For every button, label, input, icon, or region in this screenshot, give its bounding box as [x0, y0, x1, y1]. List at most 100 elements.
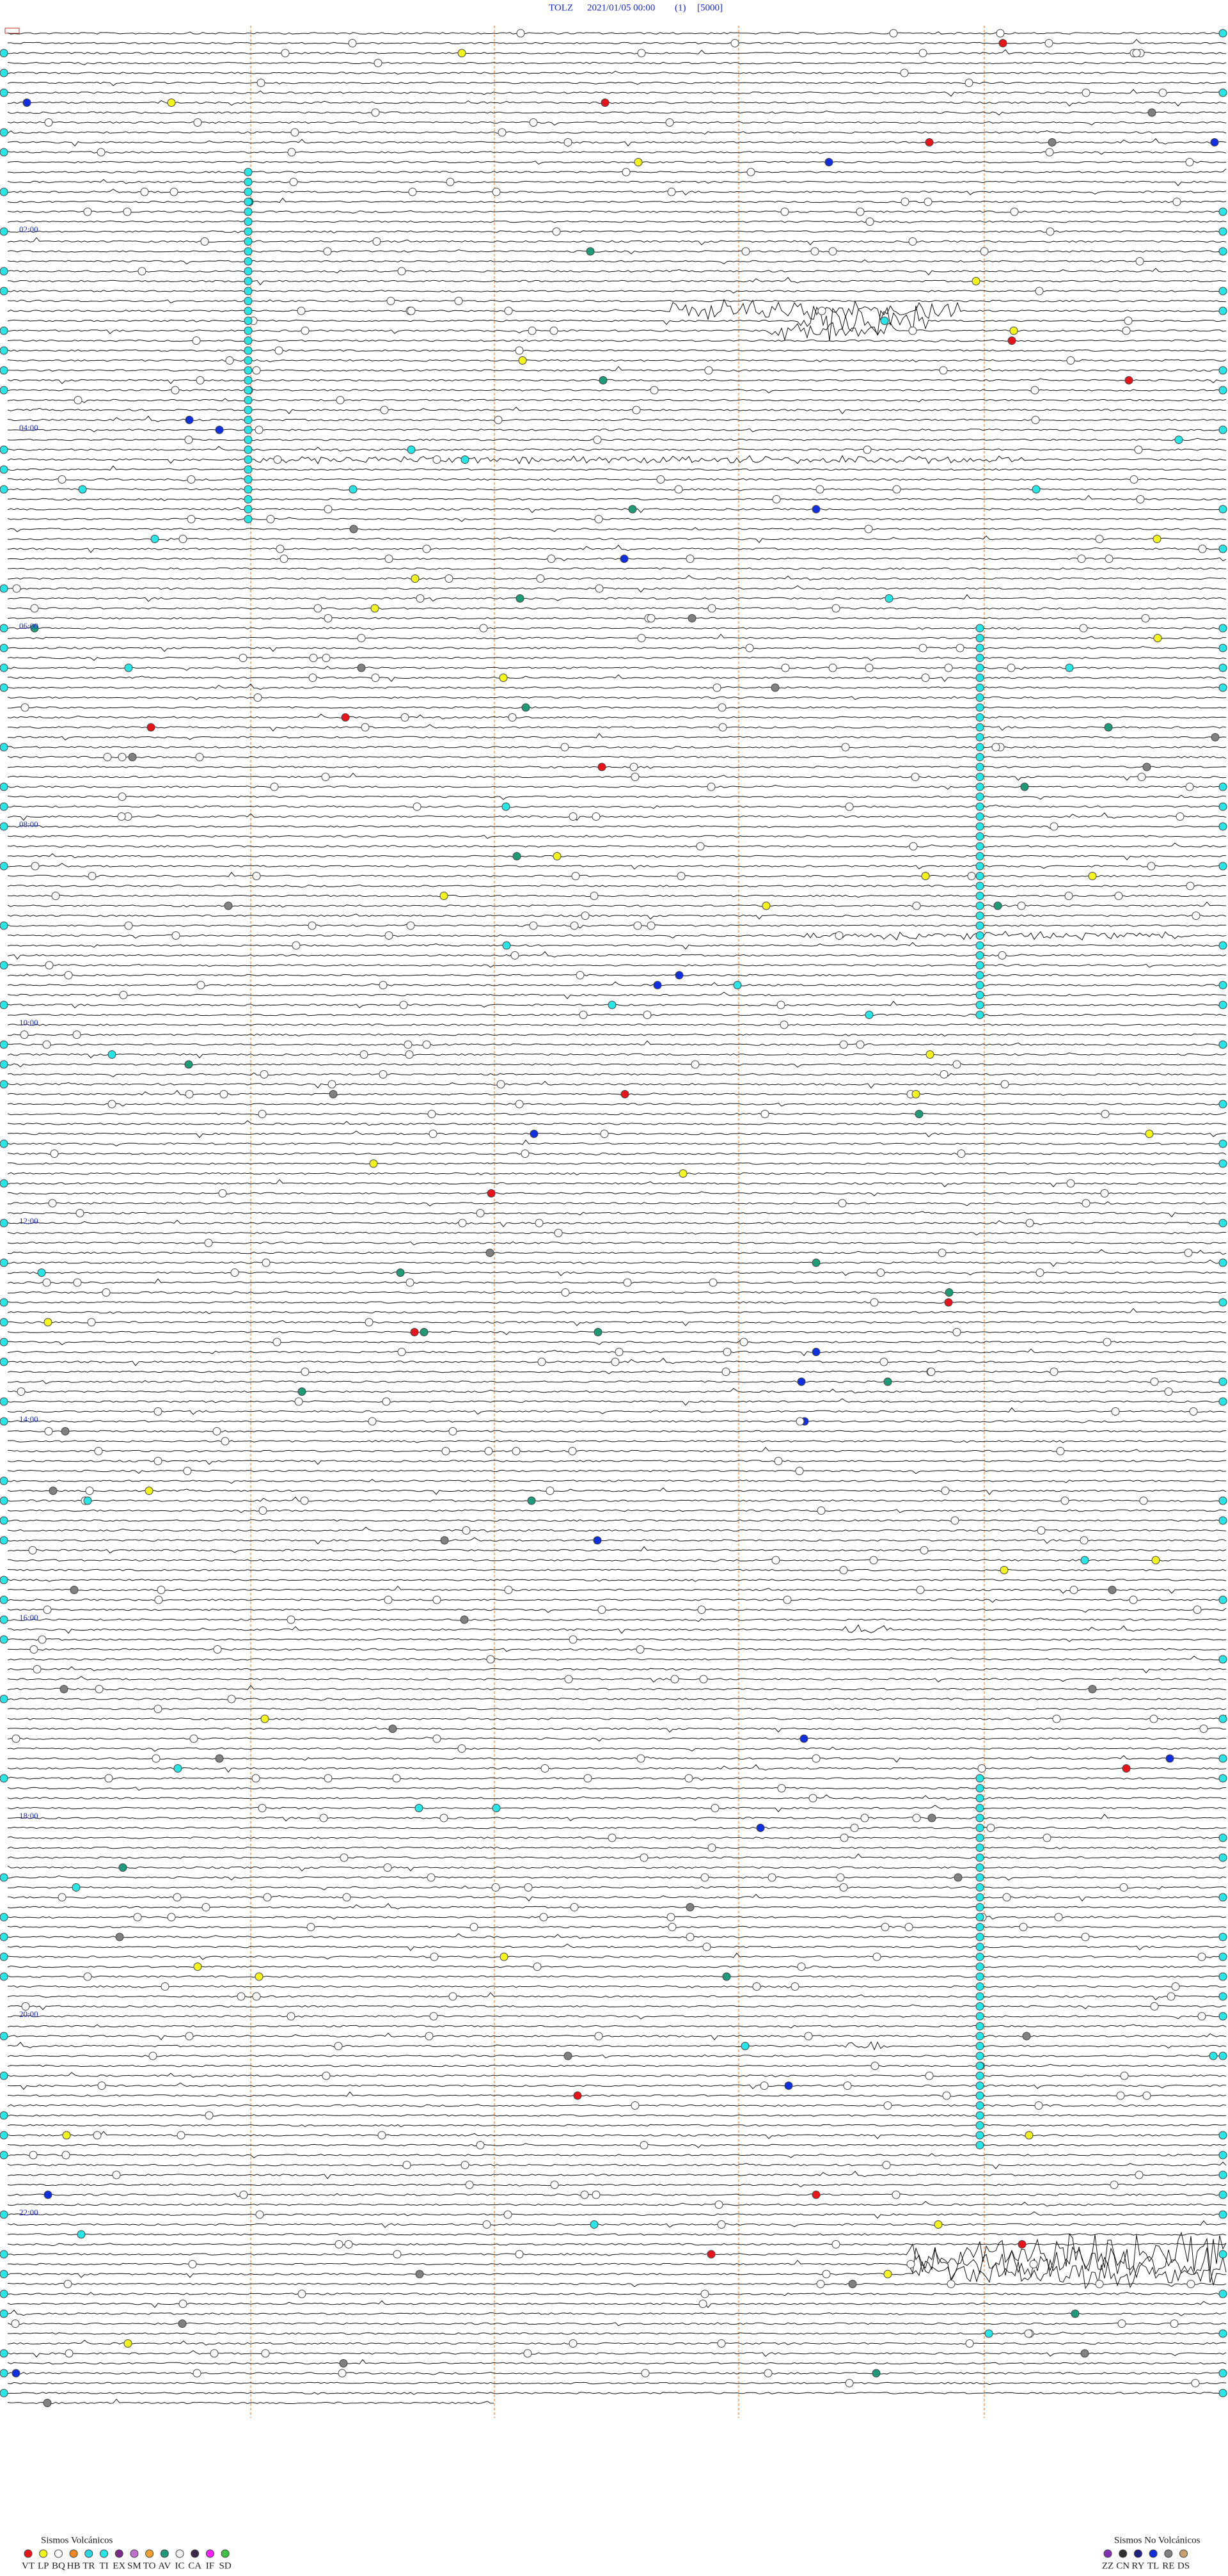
- event-marker: [975, 2091, 984, 2100]
- trace: [7, 1179, 1227, 1188]
- trace: [7, 913, 1227, 920]
- event-marker: [273, 455, 282, 464]
- event-marker: [1171, 1982, 1180, 1991]
- event-marker: [237, 1992, 246, 2001]
- trace: [7, 2161, 1227, 2169]
- legend-marker: [205, 2549, 214, 2558]
- trace: [7, 1407, 1227, 1415]
- event-marker: [0, 1774, 8, 1783]
- event-marker: [998, 951, 1007, 960]
- event-marker: [762, 901, 771, 910]
- event-marker: [783, 1595, 792, 1604]
- event-marker: [224, 901, 233, 910]
- trace: [7, 2392, 1227, 2395]
- event-marker: [1117, 2319, 1126, 2328]
- event-marker: [42, 1278, 51, 1287]
- event-marker: [335, 2240, 343, 2248]
- event-marker: [210, 2349, 219, 2358]
- event-marker: [1218, 2051, 1227, 2060]
- event-marker: [167, 1913, 176, 1922]
- event-marker: [279, 555, 288, 563]
- trace: [7, 974, 1227, 977]
- trace: [7, 1655, 1227, 1661]
- event-marker: [252, 1992, 261, 2001]
- event-marker: [579, 1011, 588, 1019]
- event-marker: [0, 49, 8, 58]
- event-marker: [791, 1982, 799, 1991]
- legend-code: ZZ: [1102, 2561, 1114, 2571]
- event-marker: [927, 1813, 936, 1822]
- trace: [7, 1569, 1227, 1572]
- trace: [7, 2309, 1227, 2316]
- event-marker: [722, 1972, 731, 1981]
- event-marker: [975, 1963, 984, 1971]
- trace: [7, 488, 1227, 491]
- event-marker: [1218, 683, 1227, 692]
- trace: [7, 100, 1227, 107]
- trace: [7, 1608, 1227, 1613]
- event-marker: [405, 1050, 414, 1059]
- event-marker: [1088, 872, 1097, 880]
- legend-code: TO: [143, 2561, 156, 2571]
- event-marker: [906, 2260, 915, 2268]
- event-marker: [97, 2082, 106, 2090]
- event-marker: [43, 1606, 52, 1614]
- event-marker: [641, 2369, 650, 2378]
- event-marker: [0, 1338, 8, 1347]
- trace: [7, 1579, 1227, 1582]
- event-marker: [462, 1526, 471, 1535]
- event-marker: [947, 2280, 956, 2288]
- event-marker: [294, 1397, 303, 1406]
- event-marker: [0, 2309, 8, 2318]
- event-marker: [784, 2082, 793, 2090]
- event-marker: [764, 2369, 773, 2378]
- event-marker: [78, 485, 87, 494]
- event-marker: [397, 1348, 406, 1356]
- event-marker: [573, 2091, 582, 2100]
- event-marker: [569, 812, 578, 821]
- trace: [7, 322, 1227, 342]
- event-marker: [984, 2329, 993, 2338]
- event-marker: [864, 525, 873, 533]
- event-marker: [1158, 88, 1167, 97]
- trace: [7, 1301, 1227, 1304]
- event-marker: [0, 2349, 8, 2358]
- event-marker: [432, 1595, 441, 1604]
- event-marker: [986, 1824, 995, 1832]
- event-marker: [0, 1952, 8, 1961]
- trace: [7, 2350, 1227, 2358]
- event-marker: [258, 1506, 267, 1515]
- time-label: 20:00: [19, 2009, 38, 2019]
- time-label: 12:00: [19, 1216, 38, 1226]
- event-marker: [0, 782, 8, 791]
- event-marker: [975, 2042, 984, 2050]
- trace: [7, 150, 1227, 155]
- legend-marker: [1133, 2549, 1142, 2558]
- event-marker: [244, 495, 253, 503]
- event-marker: [440, 1536, 449, 1545]
- trace: [7, 2300, 1227, 2309]
- event-marker: [1025, 1219, 1034, 1228]
- event-marker: [865, 217, 874, 226]
- event-marker: [0, 1476, 8, 1485]
- event-marker: [1147, 108, 1156, 117]
- event-marker: [383, 1863, 392, 1872]
- trace: [7, 1805, 1227, 1812]
- event-marker: [118, 753, 127, 761]
- event-marker: [1218, 247, 1227, 256]
- trace: [7, 1430, 1227, 1433]
- event-marker: [504, 1586, 513, 1594]
- event-marker: [796, 1417, 805, 1426]
- event-marker: [529, 921, 538, 930]
- event-marker: [255, 425, 264, 434]
- event-marker: [167, 99, 176, 107]
- event-marker: [0, 1913, 8, 1922]
- event-marker: [1218, 1853, 1227, 1862]
- event-marker: [454, 297, 463, 305]
- event-marker: [1218, 1952, 1227, 1961]
- event-marker: [1111, 1407, 1120, 1416]
- event-marker: [0, 1576, 8, 1584]
- event-marker: [1000, 1080, 1009, 1089]
- event-marker: [977, 1764, 986, 1773]
- event-marker: [666, 1913, 675, 1922]
